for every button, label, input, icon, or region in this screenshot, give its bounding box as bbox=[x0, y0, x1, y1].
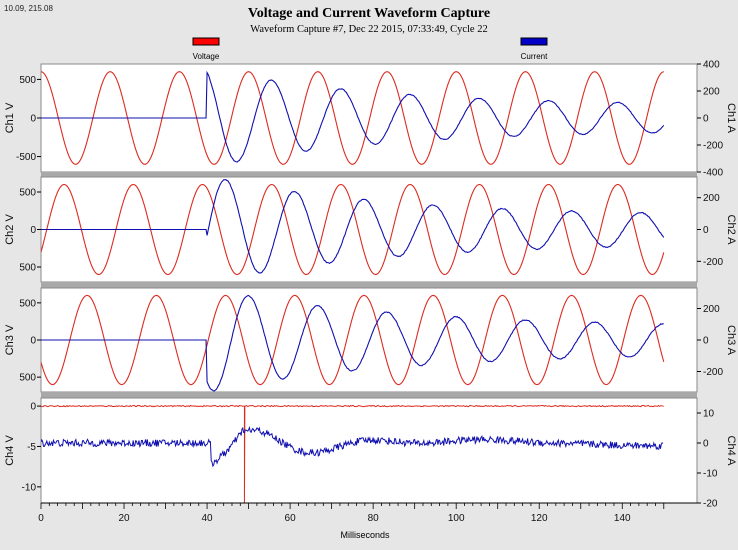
right-tick-label: -200 bbox=[703, 367, 723, 378]
left-tick-label: 500 bbox=[19, 373, 36, 384]
panel-separator bbox=[41, 282, 697, 288]
x-tick-label: 80 bbox=[368, 513, 380, 524]
legend-voltage-swatch bbox=[192, 37, 220, 46]
left-tick-label: -5 bbox=[27, 442, 36, 453]
right-tick-label: 0 bbox=[703, 336, 709, 347]
right-tick-label: 200 bbox=[703, 87, 720, 98]
panel-separator bbox=[41, 172, 697, 177]
voltage-trace-ch2 bbox=[41, 183, 665, 276]
right-tick-label: -200 bbox=[703, 141, 723, 152]
voltage-trace-ch3 bbox=[41, 294, 665, 386]
left-axis-label: Ch2 V bbox=[4, 214, 16, 245]
left-tick-label: 0 bbox=[30, 114, 36, 125]
x-tick-label: 0 bbox=[38, 513, 44, 524]
legend-current-swatch bbox=[520, 37, 548, 46]
right-tick-label: 0 bbox=[703, 225, 709, 236]
panel-traces bbox=[41, 404, 664, 503]
panel-separator bbox=[41, 392, 697, 398]
panel-traces bbox=[41, 179, 665, 276]
panel-1: 500 0 -500 400 200 0 -200 -400 Ch1 V Ch1 A bbox=[4, 60, 737, 179]
x-tick-label: 140 bbox=[614, 513, 631, 524]
right-tick-label: 400 bbox=[703, 60, 720, 71]
x-axis-label: Milliseconds bbox=[340, 530, 390, 540]
panel-3: 500 0 500 200 0 -200 Ch3 V Ch3 A bbox=[4, 287, 737, 398]
right-tick-label: 0 bbox=[703, 439, 709, 450]
current-trace-ch3 bbox=[41, 294, 664, 392]
left-axis-label: Ch1 V bbox=[4, 102, 16, 133]
left-axis-label: Ch4 V bbox=[4, 435, 16, 466]
x-tick-label: 120 bbox=[531, 513, 548, 524]
legend-voltage-label: Voltage bbox=[193, 52, 220, 61]
left-tick-label: 500 bbox=[19, 263, 36, 274]
x-tick-label: 60 bbox=[285, 513, 297, 524]
right-axis-label: Ch2 A bbox=[725, 215, 737, 246]
right-axis-label: Ch1 A bbox=[725, 103, 737, 134]
right-tick-label: -200 bbox=[703, 257, 723, 268]
right-axis-label: Ch4 A bbox=[725, 436, 737, 467]
left-axis-label: Ch3 V bbox=[4, 324, 16, 355]
current-trace-ch1 bbox=[41, 70, 665, 163]
x-tick-label: 40 bbox=[202, 513, 214, 524]
corner-readout: 10.09, 215.08 bbox=[4, 4, 53, 13]
left-tick-label: -500 bbox=[16, 152, 36, 163]
current-trace-ch2 bbox=[41, 179, 665, 274]
chart-subtitle: Waveform Capture #7, Dec 22 2015, 07:33:… bbox=[250, 24, 487, 35]
current-trace-ch4 bbox=[41, 425, 664, 468]
left-tick-label: 500 bbox=[19, 298, 36, 309]
right-tick-label: -10 bbox=[703, 469, 718, 480]
left-tick-label: 0 bbox=[30, 402, 36, 413]
left-tick-label: 500 bbox=[19, 75, 36, 86]
panel-plot-area bbox=[40, 397, 698, 504]
right-tick-label: 10 bbox=[703, 409, 715, 420]
left-tick-label: 0 bbox=[30, 225, 36, 236]
panel-traces bbox=[41, 70, 665, 165]
x-tick-label: 100 bbox=[448, 513, 465, 524]
right-axis-label: Ch3 A bbox=[725, 325, 737, 356]
panel-2: 500 0 500 200 0 -200 Ch2 V Ch2 A bbox=[4, 176, 737, 288]
left-tick-label: 500 bbox=[19, 188, 36, 199]
right-tick-label: -400 bbox=[703, 168, 723, 179]
x-tick-label: 20 bbox=[118, 513, 130, 524]
left-tick-label: 0 bbox=[30, 336, 36, 347]
right-tick-label: 0 bbox=[703, 114, 709, 125]
chart-title: Voltage and Current Waveform Capture bbox=[248, 6, 490, 21]
left-tick-label: -10 bbox=[22, 482, 37, 493]
right-tick-label: -20 bbox=[703, 499, 718, 510]
right-tick-label: 200 bbox=[703, 193, 720, 204]
legend-current-label: Current bbox=[521, 52, 548, 61]
right-tick-label: 200 bbox=[703, 304, 720, 315]
voltage-trace-ch4 bbox=[41, 404, 664, 503]
panel-4: 0 -5 -10 10 0 -10 -20 Ch4 V Ch4 A bbox=[4, 397, 737, 510]
panel-traces bbox=[41, 294, 665, 392]
voltage-trace-ch1 bbox=[41, 71, 664, 165]
